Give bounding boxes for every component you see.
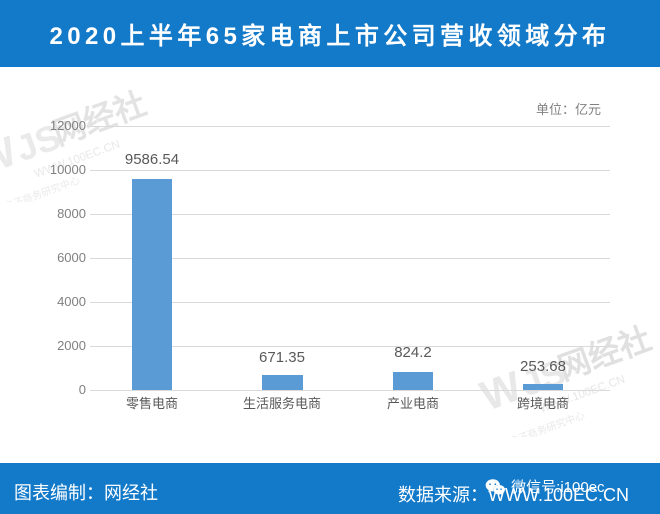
svg-text:电子商务研究中心: 电子商务研究中心	[507, 409, 587, 437]
svg-text:网经社: 网经社	[553, 320, 656, 387]
svg-text:电子商务研究中心: 电子商务研究中心	[2, 174, 82, 202]
svg-text:W: W	[0, 127, 23, 185]
